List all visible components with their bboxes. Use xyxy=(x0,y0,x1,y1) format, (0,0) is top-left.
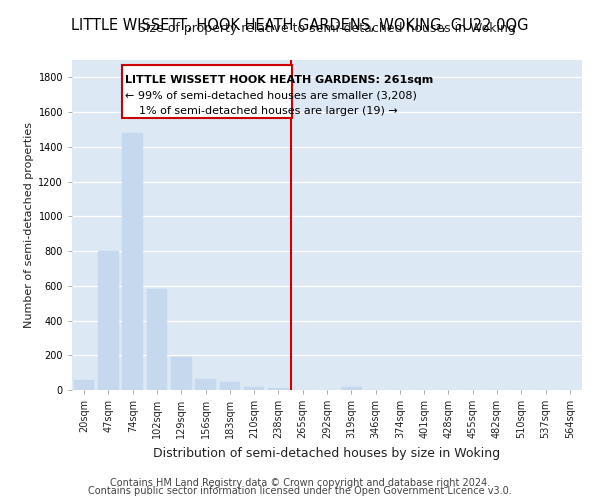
Bar xyxy=(244,386,265,390)
Bar xyxy=(146,290,167,390)
X-axis label: Distribution of semi-detached houses by size in Woking: Distribution of semi-detached houses by … xyxy=(154,446,500,460)
Text: Contains public sector information licensed under the Open Government Licence v3: Contains public sector information licen… xyxy=(88,486,512,496)
Bar xyxy=(195,378,216,390)
Bar xyxy=(220,382,240,390)
Text: 1% of semi-detached houses are larger (19) →: 1% of semi-detached houses are larger (1… xyxy=(125,106,398,116)
Bar xyxy=(74,380,94,390)
Text: Contains HM Land Registry data © Crown copyright and database right 2024.: Contains HM Land Registry data © Crown c… xyxy=(110,478,490,488)
Bar xyxy=(341,388,362,390)
Text: LITTLE WISSETT HOOK HEATH GARDENS: 261sqm: LITTLE WISSETT HOOK HEATH GARDENS: 261sq… xyxy=(125,75,434,85)
Title: Size of property relative to semi-detached houses in Woking: Size of property relative to semi-detach… xyxy=(138,22,516,35)
Text: LITTLE WISSETT, HOOK HEATH GARDENS, WOKING, GU22 0QG: LITTLE WISSETT, HOOK HEATH GARDENS, WOKI… xyxy=(71,18,529,32)
Text: ← 99% of semi-detached houses are smaller (3,208): ← 99% of semi-detached houses are smalle… xyxy=(125,90,418,101)
Bar xyxy=(171,357,191,390)
Y-axis label: Number of semi-detached properties: Number of semi-detached properties xyxy=(24,122,34,328)
FancyBboxPatch shape xyxy=(122,65,292,118)
Bar xyxy=(122,133,143,390)
Bar xyxy=(98,251,119,390)
Bar xyxy=(268,388,289,390)
